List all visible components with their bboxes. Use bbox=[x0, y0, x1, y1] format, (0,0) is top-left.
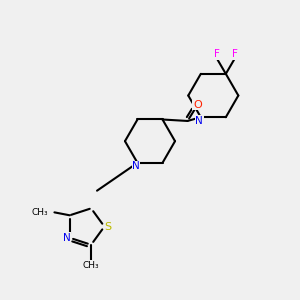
Text: N: N bbox=[132, 161, 140, 171]
Text: F: F bbox=[214, 50, 220, 59]
Text: CH₃: CH₃ bbox=[31, 208, 48, 217]
Text: O: O bbox=[193, 100, 202, 110]
Text: N: N bbox=[195, 116, 203, 126]
Text: S: S bbox=[104, 222, 112, 232]
Text: F: F bbox=[232, 50, 238, 59]
Text: CH₃: CH₃ bbox=[83, 261, 99, 270]
Text: N: N bbox=[63, 233, 71, 243]
